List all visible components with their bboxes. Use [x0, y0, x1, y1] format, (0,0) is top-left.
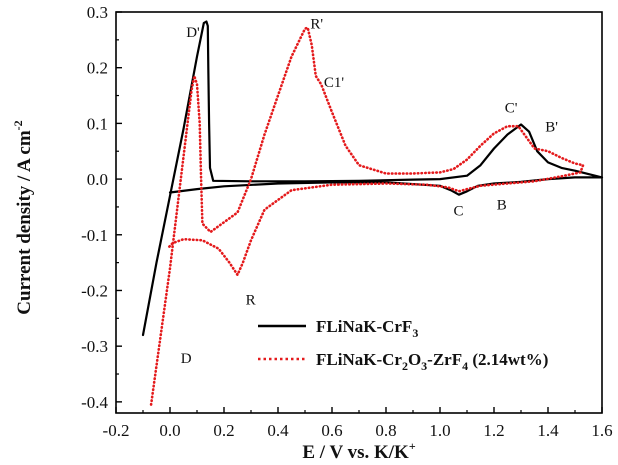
series-line-flinak-cr2o3-zrf4 — [149, 26, 585, 406]
y-axis-title-sup: -2 — [11, 120, 25, 130]
x-axis-title: E / V vs. K/K+ — [302, 439, 415, 463]
series-line-flinak-crf3 — [141, 20, 604, 337]
series-lines — [141, 20, 604, 406]
legend-1-mid: O — [408, 350, 421, 369]
y-tick-label: 0.2 — [87, 59, 108, 78]
annotation-label: R — [246, 292, 256, 308]
legend-1-sub2: 3 — [421, 359, 427, 373]
x-tick-label: 0.0 — [159, 421, 180, 440]
x-axis-title-text: E / V vs. K/K — [302, 442, 409, 463]
point-annotations: D' R' C1' C' B' C B R D — [181, 17, 559, 367]
legend-1-rest: (2.14wt%) — [468, 350, 548, 369]
annotation-label: B' — [545, 120, 558, 136]
annotation-label: B — [497, 198, 507, 214]
legend: FLiNaK-CrF3 FLiNaK-Cr2O3-ZrF4 (2.14wt%) — [258, 317, 548, 373]
annotation-label: C1' — [324, 75, 345, 91]
y-tick-label: -0.3 — [81, 337, 108, 356]
x-axis-title-sup: + — [409, 439, 416, 453]
x-tick-label: 1.4 — [537, 421, 559, 440]
y-tick-label: 0.3 — [87, 3, 108, 22]
legend-label-flinak-cr2o3-zrf4: FLiNaK-Cr2O3-ZrF4 (2.14wt%) — [316, 350, 548, 373]
x-tick-label: 0.4 — [267, 421, 289, 440]
x-tick-label: -0.2 — [103, 421, 130, 440]
legend-1-sub3: 4 — [462, 359, 468, 373]
annotation-label: C — [454, 203, 464, 219]
x-tick-label: 0.2 — [213, 421, 234, 440]
x-tick-labels: -0.2 0.0 0.2 0.4 0.6 0.8 1.0 1.2 1.4 1.6 — [103, 421, 613, 440]
legend-0-base: FLiNaK-CrF — [316, 317, 412, 336]
x-tick-label: 1.0 — [429, 421, 450, 440]
x-tick-label: 0.6 — [321, 421, 342, 440]
y-tick-label: 0.1 — [87, 114, 108, 133]
y-tick-label: -0.1 — [81, 226, 108, 245]
plot-frame — [115, 11, 603, 414]
y-tick-label: -0.2 — [81, 281, 108, 300]
x-tick-label: 1.2 — [483, 421, 504, 440]
x-tick-label: 0.8 — [375, 421, 396, 440]
annotation-label: R' — [310, 17, 323, 33]
legend-1-mid2: -ZrF — [427, 350, 462, 369]
legend-label-flinak-crf3: FLiNaK-CrF3 — [316, 317, 418, 340]
y-axis-title: Current density / A cm-2 — [11, 120, 35, 314]
annotation-label: C' — [505, 100, 518, 116]
y-tick-label: -0.4 — [81, 393, 108, 412]
y-tick-labels: -0.4 -0.3 -0.2 -0.1 0.0 0.1 0.2 0.3 — [81, 3, 108, 412]
x-tick-label: 1.6 — [591, 421, 612, 440]
y-tick-label: 0.0 — [87, 170, 108, 189]
annotation-label: D' — [186, 25, 200, 41]
legend-1-sub: 2 — [402, 359, 408, 373]
annotation-label: D — [181, 351, 192, 367]
legend-0-sub: 3 — [412, 326, 418, 340]
legend-1-base: FLiNaK-Cr — [316, 350, 402, 369]
y-axis-title-text: Current density / A cm — [14, 130, 35, 315]
